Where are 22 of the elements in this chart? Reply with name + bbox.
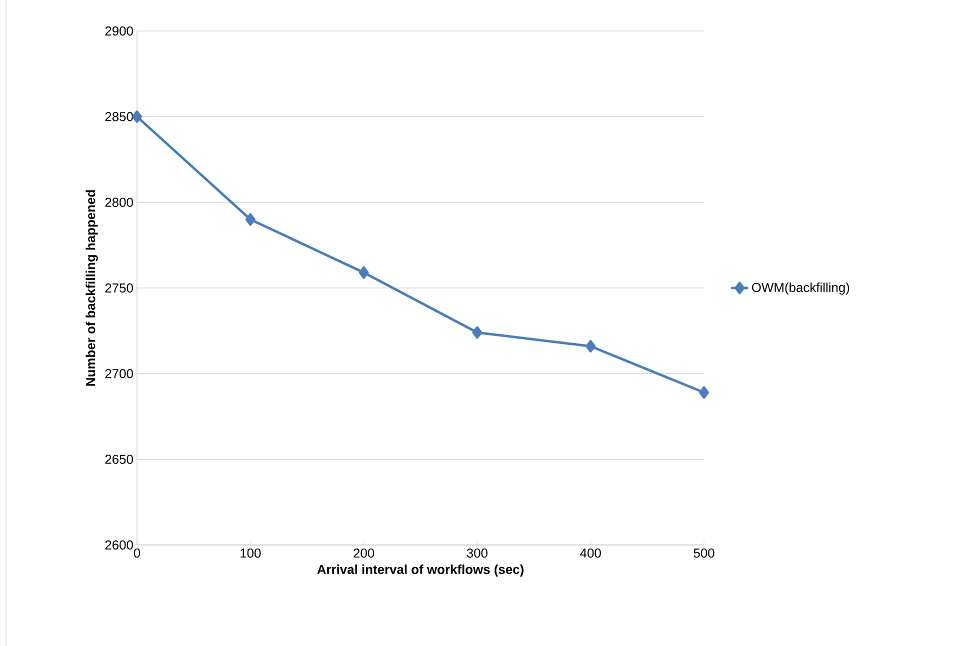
y-tick-label: 2750 xyxy=(105,283,133,293)
y-tick-label: 2900 xyxy=(105,26,133,36)
legend-label: OWM(backfilling) xyxy=(752,282,850,295)
y-tick-label: 2600 xyxy=(105,540,133,550)
x-tick-label: 100 xyxy=(240,548,261,558)
y-tick-label: 2700 xyxy=(105,369,133,378)
y-tick-label: 2850 xyxy=(105,112,133,122)
y-axis-title: Number of backfilling happened xyxy=(86,190,98,386)
x-tick-label: 400 xyxy=(580,548,601,558)
point xyxy=(472,326,482,339)
x-axis-title: Arrival interval of workflows (sec) xyxy=(317,564,524,577)
x-tick-label: 200 xyxy=(354,548,374,558)
x-tick-label: 0 xyxy=(134,548,140,558)
point xyxy=(586,340,596,352)
x-tick-label: 500 xyxy=(694,548,714,558)
point xyxy=(245,213,256,226)
y-tick-label: 2650 xyxy=(105,454,133,464)
point xyxy=(132,110,142,123)
x-tick-label: 300 xyxy=(466,548,488,558)
point xyxy=(358,266,369,279)
point xyxy=(699,386,710,399)
y-tick-label: 2800 xyxy=(105,198,133,207)
